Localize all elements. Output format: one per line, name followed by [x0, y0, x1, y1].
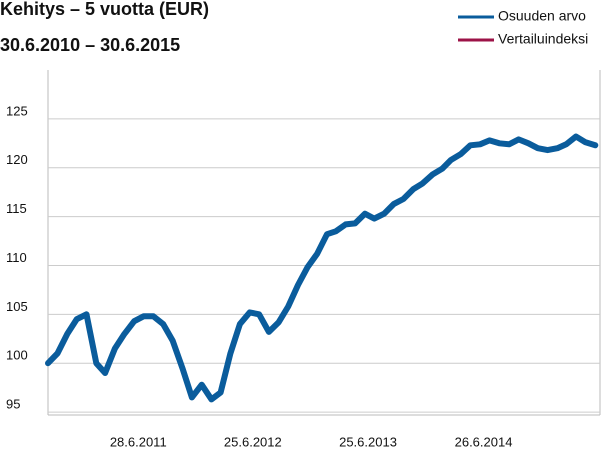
x-tick-label: 25.6.2012	[224, 434, 282, 449]
y-tick-label: 100	[6, 348, 28, 363]
chart-subtitle: 30.6.2010 – 30.6.2015	[0, 35, 180, 55]
x-tick-label: 25.6.2013	[339, 434, 397, 449]
data-line	[45, 133, 599, 403]
y-tick-label: 95	[6, 397, 20, 412]
legend-label: Osuuden arvo	[498, 8, 586, 24]
y-tick-label: 115	[6, 201, 27, 216]
chart-title: Kehitys – 5 vuotta (EUR)	[0, 0, 209, 19]
legend-label: Vertailuindeksi	[498, 31, 588, 47]
x-tick-label: 28.6.2011	[110, 434, 167, 449]
x-tick-label: 26.6.2014	[455, 434, 513, 449]
y-tick-label: 105	[6, 299, 28, 314]
y-tick-label: 110	[6, 250, 27, 265]
y-tick-label: 120	[6, 152, 28, 167]
y-tick-label: 125	[6, 103, 28, 118]
